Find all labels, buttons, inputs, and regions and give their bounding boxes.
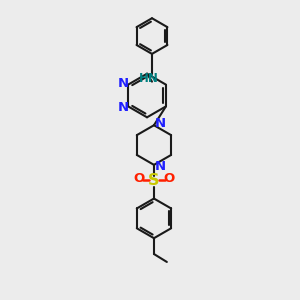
Text: N: N [118,101,129,114]
Text: HN: HN [139,72,159,85]
Text: N: N [118,77,129,90]
Text: N: N [154,160,166,173]
Text: O: O [163,172,174,185]
Text: N: N [154,117,166,130]
Text: O: O [134,172,145,185]
Text: S: S [148,173,160,188]
